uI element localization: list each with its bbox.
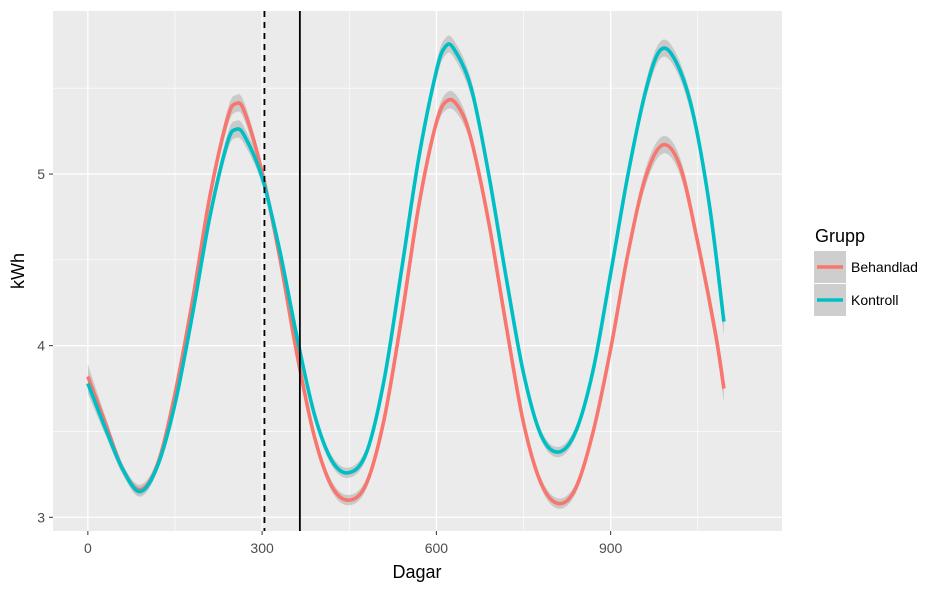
legend-label-behandlad: Behandlad	[851, 259, 918, 275]
y-axis: 3 4 5	[37, 166, 53, 525]
x-tick-label: 900	[599, 540, 623, 556]
reference-lines	[263, 11, 301, 531]
x-tick-label: 0	[84, 540, 92, 556]
x-tick-label: 600	[425, 540, 449, 556]
series-line-behandlad	[86, 97, 726, 506]
y-tick-label: 5	[37, 166, 45, 182]
grid-minor	[53, 11, 782, 531]
x-axis: 0 300 600 900	[84, 531, 623, 556]
y-tick-label: 3	[37, 509, 45, 525]
x-tick-label: 300	[250, 540, 274, 556]
y-tick-label: 4	[37, 338, 45, 354]
plot-panel	[53, 11, 782, 531]
legend-items: Behandlad Kontroll	[814, 251, 918, 316]
legend-label-kontroll: Kontroll	[851, 292, 898, 308]
series-line-kontroll	[86, 42, 726, 494]
legend: Grupp Behandlad Kontroll	[814, 226, 918, 316]
series-lines	[86, 42, 726, 506]
y-axis-title: kWh	[8, 253, 28, 289]
legend-title: Grupp	[815, 226, 865, 246]
x-axis-title: Dagar	[392, 562, 441, 582]
